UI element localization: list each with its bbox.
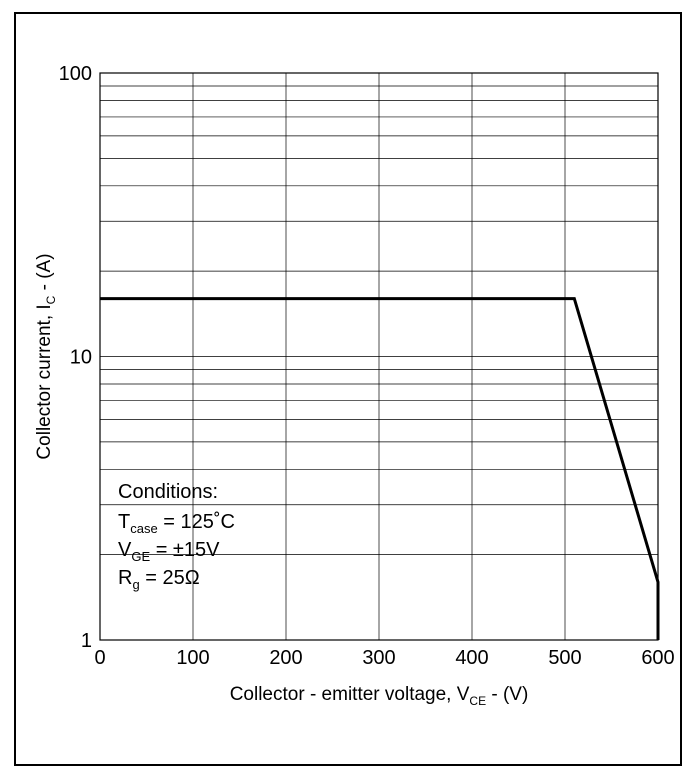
x-tick-label: 0 xyxy=(94,647,105,669)
y-tick-label: 1 xyxy=(81,630,92,652)
conditions-heading: Conditions: xyxy=(118,481,218,503)
x-tick-label: 600 xyxy=(641,647,674,669)
y-tick-label: 10 xyxy=(70,347,92,369)
series-group xyxy=(100,297,660,640)
x-tick-label: 500 xyxy=(548,647,581,669)
conditions-annotation: Conditions: Tcase = 125˚C VGE = ±15V Rg … xyxy=(118,481,235,592)
x-tick-label: 400 xyxy=(455,647,488,669)
plot-border xyxy=(99,72,659,641)
chart-frame xyxy=(14,12,682,766)
series-line xyxy=(100,297,660,640)
condition-tcase: Tcase = 125˚C xyxy=(118,511,235,536)
x-tick-label: 200 xyxy=(269,647,302,669)
condition-rg: Rg = 25Ω xyxy=(118,567,200,592)
condition-vge: VGE = ±15V xyxy=(118,539,220,564)
y-tick-label: 100 xyxy=(59,63,92,85)
x-tick-label: 300 xyxy=(362,647,395,669)
x-tick-labels: 0 100 200 300 400 500 600 xyxy=(94,647,674,669)
x-axis-label: Collector - emitter voltage, VCE - (V) xyxy=(230,684,529,708)
grid xyxy=(100,73,658,640)
y-axis-label: Collector current, IC - (A) xyxy=(34,253,58,459)
x-tick-label: 100 xyxy=(176,647,209,669)
y-tick-labels: 1 10 100 xyxy=(59,63,92,652)
